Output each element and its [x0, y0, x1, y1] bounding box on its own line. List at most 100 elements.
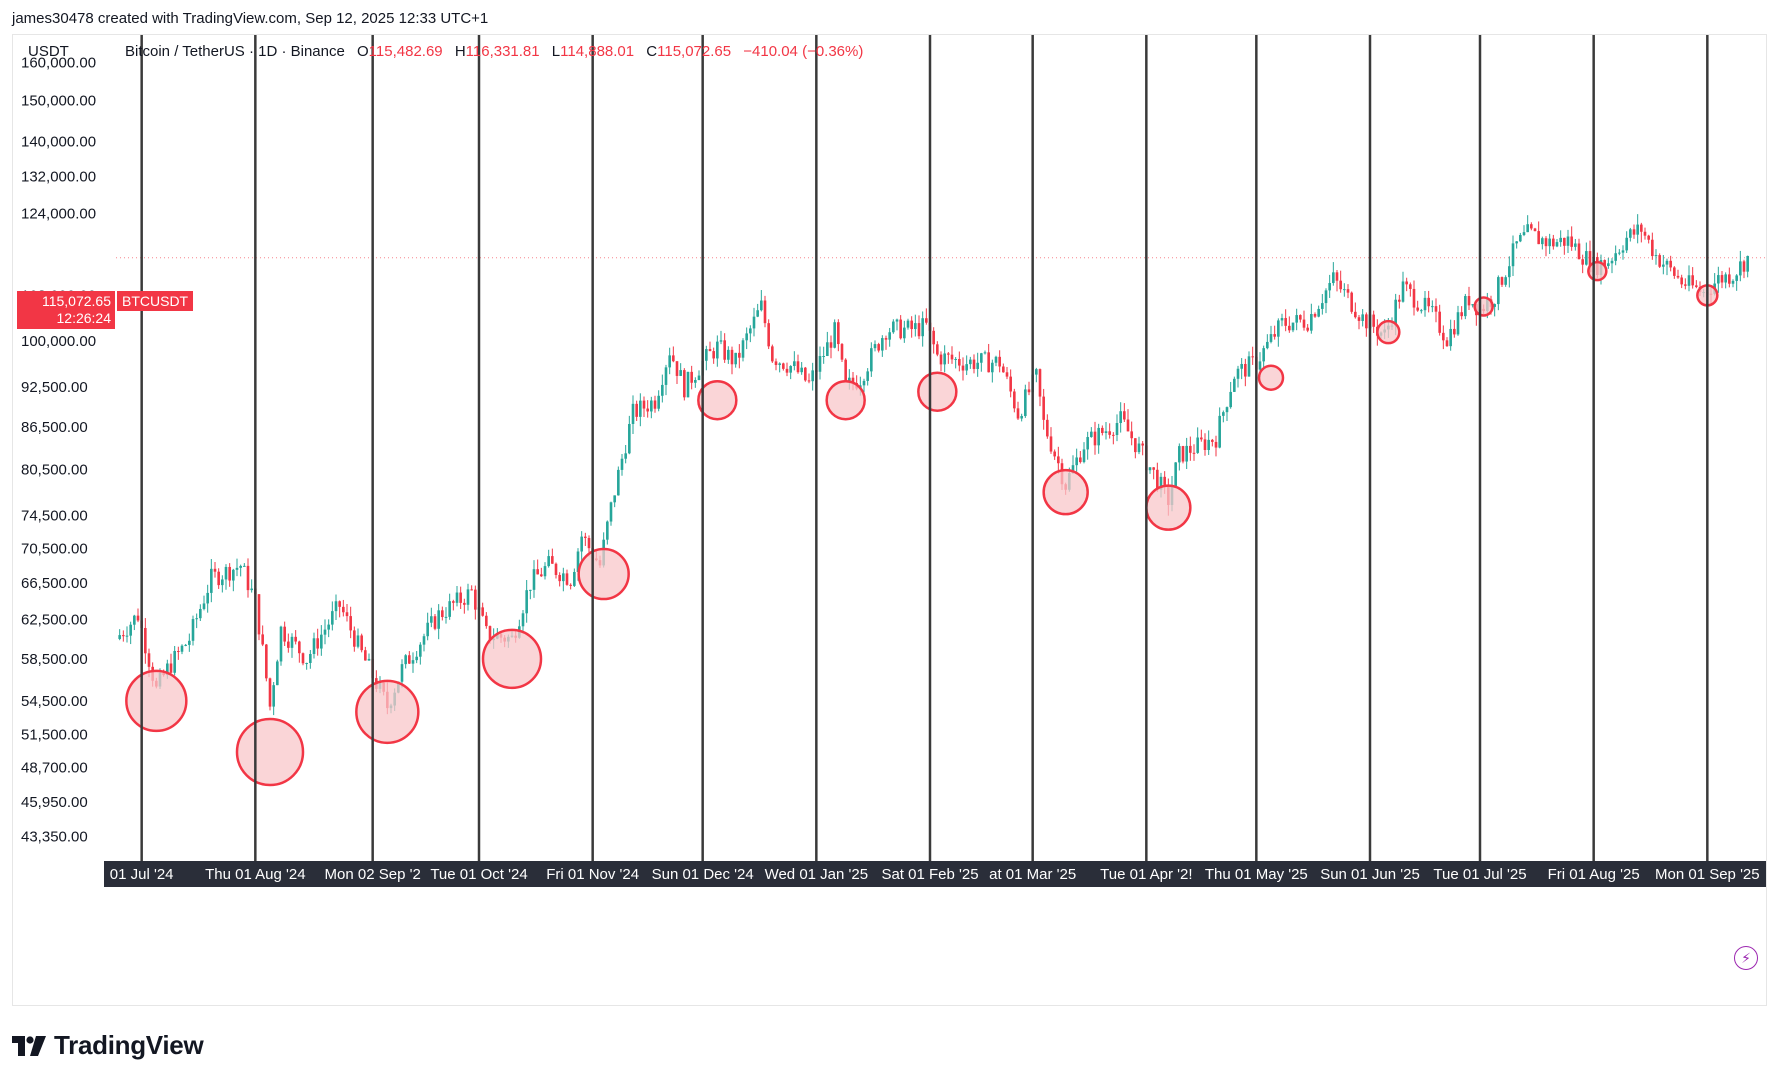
candle-body: [987, 352, 990, 373]
candle-body: [1636, 224, 1639, 235]
candle-body: [331, 611, 334, 625]
candle-body: [1211, 439, 1214, 442]
candle-body: [1042, 396, 1045, 420]
x-tick-label: Sat 01 Feb '25: [881, 866, 978, 883]
candle-body: [1214, 441, 1218, 448]
candle-body: [1350, 292, 1353, 312]
candle-body: [1049, 436, 1053, 452]
candle-body: [631, 403, 635, 424]
candle-body: [217, 571, 220, 586]
candle-body: [672, 355, 675, 362]
chart-panel[interactable]: 160,000.00 150,000.00 140,000.00 132,000.00…: [12, 34, 1767, 1006]
candle-body: [1669, 260, 1672, 268]
candle-body: [1108, 431, 1111, 435]
candle-body: [818, 356, 822, 372]
candle-body: [1119, 411, 1122, 424]
candle-body: [653, 400, 657, 409]
candle-body: [437, 610, 440, 629]
candle-body: [939, 354, 943, 365]
y-tick-label: 80,500.00: [21, 462, 88, 479]
candle-body: [433, 616, 437, 629]
y-tick-label: 66,500.00: [21, 575, 88, 592]
candle-body: [166, 663, 169, 676]
candle-body: [1691, 275, 1694, 286]
candle-body: [840, 344, 844, 360]
candle-body: [481, 607, 484, 616]
candle-body: [1192, 452, 1196, 454]
candle-body: [235, 567, 239, 570]
candle-body: [1654, 255, 1658, 257]
candle-body: [661, 384, 664, 396]
x-tick-label: at 01 Mar '25: [989, 866, 1076, 883]
candle-body: [1746, 255, 1749, 272]
candle-body: [1493, 304, 1496, 307]
y-tick-label: 48,700.00: [21, 760, 88, 777]
candle-body: [334, 601, 338, 612]
candle-body: [950, 354, 954, 360]
candle-body: [184, 644, 187, 646]
candle-body: [628, 423, 631, 454]
candle-body: [1537, 231, 1540, 245]
candle-body: [1416, 307, 1419, 311]
candle-body: [1684, 284, 1687, 286]
candle-body: [774, 361, 778, 365]
candle-body: [1511, 243, 1515, 267]
candle-body: [1610, 260, 1614, 264]
candle-body: [639, 400, 642, 417]
candle-body: [1295, 315, 1298, 323]
candle-body: [180, 645, 184, 652]
candle-body: [327, 624, 330, 630]
y-tick-label: 100,000.00: [21, 333, 96, 350]
candle-body: [455, 592, 459, 603]
y-tick-label: 62,500.00: [21, 612, 88, 629]
candle-body: [404, 655, 407, 665]
candle-body: [345, 612, 349, 617]
candle-body: [1555, 242, 1559, 247]
candle-body: [1035, 369, 1038, 375]
candle-body: [265, 644, 268, 679]
candle-body: [1588, 251, 1592, 273]
candle-body: [690, 371, 693, 383]
open-label: O: [357, 43, 369, 60]
low-marker-circle: [235, 717, 305, 787]
x-tick-label: Mon 02 Sep '2: [325, 866, 421, 883]
x-tick-label: Fri 01 Aug '25: [1548, 866, 1640, 883]
candle-body: [965, 364, 968, 371]
candle-body: [470, 589, 473, 591]
candle-body: [1203, 439, 1207, 450]
x-tick-label: Tue 01 Oct '24: [430, 866, 527, 883]
candle-body: [1423, 297, 1427, 311]
low-marker-circle: [1145, 484, 1192, 531]
candle-body: [1335, 272, 1339, 281]
symbol-title[interactable]: Bitcoin / TetherUS · 1D · Binance: [125, 43, 345, 60]
candle-body: [617, 469, 620, 496]
x-tick-label: Sun 01 Jun '25: [1320, 866, 1420, 883]
candle-body: [1739, 261, 1742, 276]
candle-body: [147, 653, 151, 667]
candle-body: [870, 348, 873, 372]
candle-body: [1288, 325, 1291, 331]
candle-body: [807, 380, 811, 382]
candle-body: [342, 606, 345, 613]
lightning-icon[interactable]: ⚡: [1734, 946, 1758, 970]
candle-body: [1533, 228, 1537, 232]
candle-body: [921, 318, 924, 337]
candle-body: [1152, 467, 1155, 470]
candle-body: [829, 342, 833, 348]
candle-body: [1585, 251, 1588, 265]
candle-body: [1185, 445, 1188, 462]
tradingview-logo: TradingView: [12, 1030, 204, 1061]
low-label: L: [551, 43, 561, 60]
candle-body: [1456, 312, 1460, 335]
candle-body: [675, 361, 679, 376]
candle-body: [199, 608, 202, 619]
candle-body: [697, 375, 701, 380]
price-chart[interactable]: 160,000.00 150,000.00 140,000.00 132,000.00…: [13, 35, 1766, 1005]
candle-body: [173, 650, 176, 673]
candle-body: [1409, 284, 1412, 289]
y-tick-label: 54,500.00: [21, 693, 88, 710]
candle-body: [1570, 236, 1573, 247]
high-value: 116,331.81: [465, 43, 540, 60]
candle-body: [213, 568, 217, 572]
candle-body: [1497, 277, 1500, 305]
